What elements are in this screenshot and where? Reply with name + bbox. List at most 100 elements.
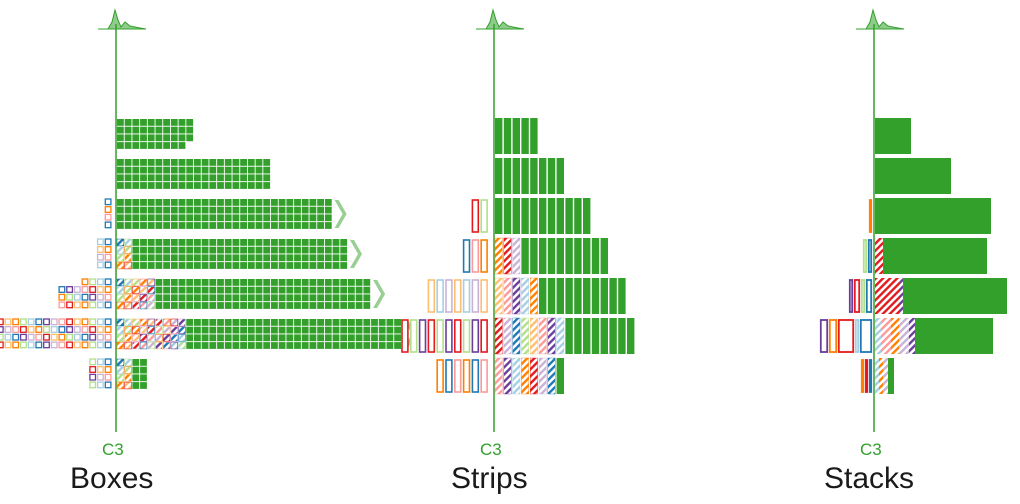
correct-box <box>217 206 224 214</box>
fn-box <box>66 341 74 349</box>
correct-box <box>340 262 348 269</box>
correct-box <box>217 174 224 182</box>
correct-box <box>294 239 301 246</box>
correct-box <box>301 222 309 229</box>
correct-box <box>209 279 217 286</box>
fp-box <box>124 374 132 382</box>
correct-box <box>232 159 240 166</box>
correct-strip <box>530 158 538 194</box>
correct-box <box>124 199 132 206</box>
correct-box <box>132 374 140 382</box>
correct-box <box>178 262 186 269</box>
correct-box <box>286 199 294 206</box>
correct-box <box>240 254 247 262</box>
correct-box <box>178 246 186 254</box>
correct-strip <box>556 198 564 234</box>
correct-box <box>332 246 340 254</box>
correct-box <box>201 294 209 302</box>
correct-box <box>186 326 194 334</box>
fn-box <box>81 326 89 333</box>
fn-box <box>50 333 58 341</box>
correct-box <box>163 222 170 229</box>
correct-box <box>201 239 209 246</box>
correct-box <box>140 134 147 142</box>
correct-box <box>124 222 132 229</box>
correct-box <box>117 222 124 229</box>
correct-box <box>217 319 224 326</box>
fn-strip <box>427 279 436 313</box>
correct-box <box>224 166 232 174</box>
boxes-distribution-sparkline <box>98 8 147 30</box>
correct-box <box>247 326 255 334</box>
correct-box <box>240 159 247 166</box>
correct-box <box>309 286 317 294</box>
correct-box <box>317 294 324 302</box>
correct-box <box>255 182 263 189</box>
correct-box <box>201 286 209 294</box>
correct-box <box>140 159 147 166</box>
fn-box <box>66 326 74 333</box>
fn-strip <box>471 199 480 233</box>
correct-box <box>309 294 317 302</box>
fp-box <box>162 334 171 342</box>
correct-box <box>240 174 247 182</box>
correct-box <box>201 334 209 342</box>
correct-stack <box>875 158 951 194</box>
fp-box <box>139 286 148 294</box>
correct-box <box>170 142 178 149</box>
fn-box <box>27 318 35 326</box>
fp-box <box>178 318 186 327</box>
correct-box <box>332 239 340 246</box>
correct-box <box>348 342 355 349</box>
correct-box <box>224 319 232 326</box>
correct-box <box>317 319 324 326</box>
correct-box <box>332 302 340 309</box>
fn-box <box>50 318 58 326</box>
correct-box <box>209 262 217 269</box>
correct-box <box>278 206 286 214</box>
correct-box <box>247 262 255 269</box>
correct-box <box>155 206 163 214</box>
correct-stack <box>915 318 993 354</box>
correct-box <box>117 214 124 222</box>
correct-box <box>209 239 217 246</box>
fn-box <box>89 381 97 389</box>
correct-box <box>271 342 278 349</box>
correct-box <box>201 279 209 286</box>
correct-box <box>147 206 155 214</box>
correct-box <box>163 254 170 262</box>
correct-box <box>317 246 324 254</box>
correct-box <box>155 279 163 286</box>
fp-box <box>155 334 163 342</box>
correct-box <box>340 246 348 254</box>
fn-box <box>81 278 89 286</box>
correct-box <box>263 334 271 342</box>
correct-strip <box>521 118 529 154</box>
correct-box <box>378 319 386 326</box>
fn-stack <box>864 359 869 393</box>
correct-box <box>224 174 232 182</box>
correct-box <box>240 286 247 294</box>
correct-box <box>186 174 194 182</box>
stacks-distribution-sparkline <box>856 8 905 30</box>
correct-box <box>124 159 132 166</box>
correct-box <box>232 334 240 342</box>
correct-box <box>263 254 271 262</box>
correct-box <box>170 246 178 254</box>
fn-box <box>58 333 66 341</box>
correct-box <box>140 199 147 206</box>
correct-box <box>271 222 278 229</box>
fp-strip <box>512 277 521 315</box>
correct-box <box>194 206 201 214</box>
correct-box <box>132 206 140 214</box>
correct-box <box>394 342 401 349</box>
fn-box <box>104 286 112 293</box>
correct-box <box>201 199 209 206</box>
correct-box <box>132 262 140 269</box>
correct-box <box>309 319 317 326</box>
fn-strip <box>401 319 409 353</box>
correct-box <box>386 342 394 349</box>
correct-box <box>147 174 155 182</box>
fp-box <box>132 294 140 302</box>
fp-box <box>132 334 140 342</box>
